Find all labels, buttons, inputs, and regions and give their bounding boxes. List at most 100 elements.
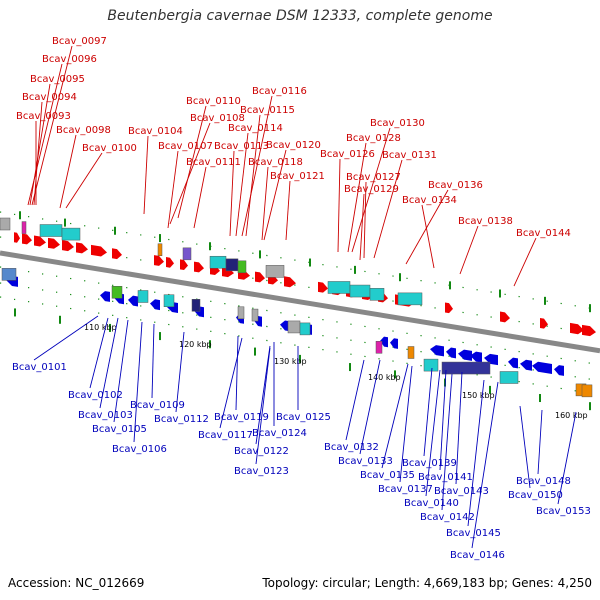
forward-label-leader: [235, 132, 249, 237]
forward-gene-arrow: [284, 276, 296, 288]
feature-block: [423, 358, 439, 372]
reverse-gene-label: Bcav_0122: [234, 446, 289, 457]
forward-label-leader: [65, 152, 103, 209]
forward-gene-label: Bcav_0134: [402, 195, 457, 206]
reverse-gene-label: Bcav_0153: [536, 506, 591, 517]
forward-gene-label: Bcav_0094: [22, 92, 77, 103]
reverse-gene-label: Bcav_0141: [418, 472, 473, 483]
genome-summary-label: Topology: circular; Length: 4,669,183 bp…: [262, 576, 592, 590]
forward-gene-arrow: [48, 237, 60, 249]
reverse-gene-label: Bcav_0132: [324, 442, 379, 453]
forward-label-leader: [29, 83, 51, 206]
forward-gene-label: Bcav_0127: [346, 172, 401, 183]
forward-gene-arrow: [255, 271, 265, 283]
feature-block: [21, 221, 27, 234]
scale-label: 120 kbp: [179, 340, 212, 349]
feature-block: [265, 265, 285, 278]
forward-label-leader: [263, 149, 287, 241]
forward-gene-label: Bcav_0100: [82, 143, 137, 154]
feature-block: [397, 292, 423, 306]
forward-gene-label: Bcav_0129: [344, 184, 399, 195]
reverse-gene-arrow: [390, 338, 398, 349]
reverse-gene-label: Bcav_0103: [78, 410, 133, 421]
forward-gene-label: Bcav_0144: [516, 228, 571, 239]
feature-block: [441, 361, 491, 375]
reverse-gene-arrow: [128, 295, 138, 307]
scale-label: 150 kbp: [462, 391, 495, 400]
forward-label-leader: [405, 189, 449, 265]
forward-gene-label: Bcav_0121: [270, 171, 325, 182]
reverse-label-leader: [33, 315, 99, 361]
forward-label-leader: [359, 193, 365, 261]
forward-gene-label: Bcav_0126: [320, 149, 375, 160]
scale-label: 160 kbp: [555, 411, 588, 420]
reverse-gene-label: Bcav_0106: [112, 444, 167, 455]
forward-label-leader: [59, 134, 77, 209]
reverse-label-leader: [175, 331, 185, 413]
reverse-gene-label: Bcav_0142: [420, 512, 475, 523]
forward-gene-label: Bcav_0107: [158, 141, 213, 152]
forward-label-leader: [285, 180, 291, 241]
feature-block: [407, 346, 415, 359]
reverse-gene-arrow: [280, 320, 290, 332]
forward-gene-label: Bcav_0104: [128, 126, 183, 137]
reverse-label-leader: [399, 365, 413, 483]
forward-label-leader: [459, 225, 479, 275]
reverse-gene-label: Bcav_0146: [450, 550, 505, 561]
forward-gene-label: Bcav_0114: [228, 123, 283, 134]
reverse-label-leader: [235, 335, 239, 411]
forward-gene-label: Bcav_0095: [30, 74, 85, 85]
track-dot-row: [0, 266, 600, 366]
forward-label-leader: [241, 95, 273, 237]
reverse-gene-label: Bcav_0124: [252, 428, 307, 439]
forward-gene-label: Bcav_0118: [248, 157, 303, 168]
reverse-label-leader: [455, 371, 463, 485]
forward-gene-arrow: [14, 232, 20, 243]
reverse-gene-arrow: [484, 353, 498, 366]
reverse-label-leader: [255, 345, 271, 445]
reverse-gene-arrow: [380, 336, 388, 348]
reverse-gene-label: Bcav_0135: [360, 470, 415, 481]
reverse-label-leader: [219, 337, 243, 429]
reverse-label-leader: [441, 373, 453, 511]
reverse-label-leader: [425, 369, 441, 497]
reverse-gene-label: Bcav_0117: [198, 430, 253, 441]
forward-gene-arrow: [582, 324, 596, 337]
reverse-label-leader: [151, 323, 155, 399]
feature-block: [191, 299, 201, 312]
forward-label-leader: [261, 166, 269, 241]
reverse-label-leader: [345, 359, 365, 441]
track-dot-row: [0, 236, 600, 336]
feature-block: [182, 247, 192, 261]
forward-label-leader: [31, 45, 73, 206]
forward-gene-arrow: [194, 261, 204, 273]
reverse-label-leader: [537, 409, 543, 475]
reverse-label-leader: [519, 405, 531, 489]
feature-block: [1, 268, 17, 281]
forward-gene-arrow: [445, 302, 453, 314]
feature-block: [349, 284, 371, 298]
forward-gene-arrow: [318, 281, 328, 293]
forward-label-leader: [513, 237, 537, 287]
reverse-gene-arrow: [554, 365, 564, 376]
reverse-gene-label: Bcav_0150: [508, 490, 563, 501]
reverse-gene-label: Bcav_0123: [234, 466, 289, 477]
forward-gene-label: Bcav_0136: [428, 180, 483, 191]
forward-gene-label: Bcav_0110: [186, 96, 241, 107]
forward-label-leader: [167, 150, 179, 229]
forward-gene-label: Bcav_0131: [382, 150, 437, 161]
feature-block: [369, 288, 385, 301]
feature-block: [251, 308, 259, 322]
reverse-label-leader: [423, 367, 433, 457]
reverse-gene-label: Bcav_0133: [338, 456, 393, 467]
reverse-gene-label: Bcav_0112: [154, 414, 209, 425]
forward-label-leader: [33, 101, 43, 206]
feature-block: [0, 217, 11, 231]
reverse-gene-label: Bcav_0140: [404, 498, 459, 509]
feature-block: [581, 384, 593, 398]
reverse-gene-label: Bcav_0109: [130, 400, 185, 411]
forward-gene-arrow: [112, 248, 122, 260]
scale-label: 140 kbp: [368, 373, 401, 382]
feature-block: [499, 371, 519, 384]
